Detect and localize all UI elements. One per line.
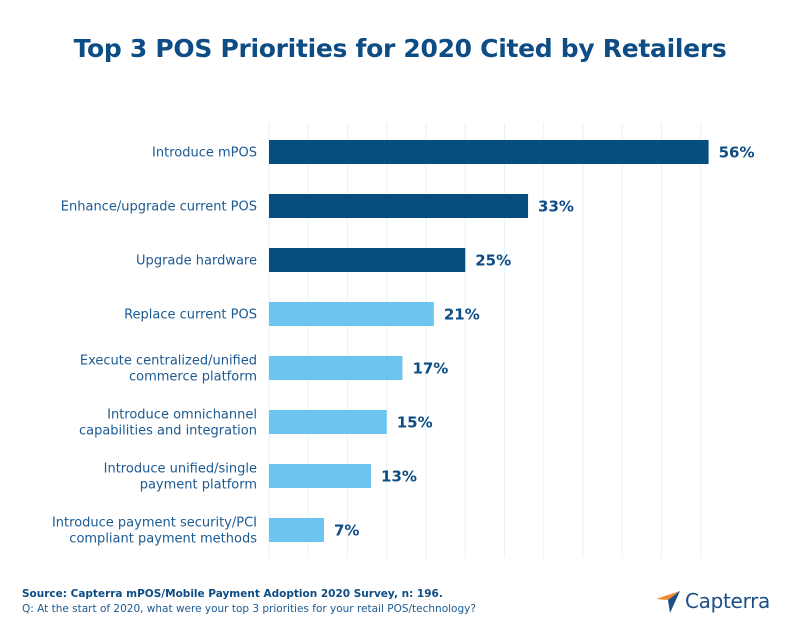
bar [269, 248, 466, 272]
value-label: 21% [444, 306, 480, 324]
value-label: 25% [475, 252, 511, 270]
category-label: Introduce unified/single payment platform [104, 462, 257, 493]
value-labels: 56% 33% 25% 21% 17% 15% 13% 7% [334, 144, 755, 540]
category-label: Enhance/upgrade current POS [61, 200, 257, 215]
category-label-line: Replace current POS [124, 308, 257, 323]
gridlines [268, 123, 702, 558]
bar [269, 518, 324, 542]
logo-text: Capterra [685, 589, 771, 613]
category-label-line: commerce platform [129, 370, 257, 385]
category-label-line: Introduce payment security/PCI [52, 516, 257, 531]
chart-title: Top 3 POS Priorities for 2020 Cited by R… [73, 34, 727, 63]
source-note: Source: Capterra mPOS/Mobile Payment Ado… [22, 588, 443, 600]
capterra-arrow-icon [656, 591, 680, 613]
bars [269, 140, 709, 542]
value-label: 56% [719, 144, 755, 162]
bar-chart: Introduce mPOS Enhance/upgrade current PO… [52, 123, 755, 558]
category-label: Execute centralized/unified commerce plat… [80, 354, 257, 385]
survey-question: Q: At the start of 2020, what were your … [22, 603, 476, 615]
category-label-line: compliant payment methods [69, 532, 257, 547]
value-label: 13% [381, 468, 417, 486]
category-label-line: payment platform [140, 478, 257, 493]
bar [269, 140, 709, 164]
value-label: 15% [397, 414, 433, 432]
category-label-line: Introduce mPOS [152, 146, 257, 161]
bar [269, 302, 434, 326]
category-label-line: Upgrade hardware [136, 254, 257, 269]
bar [269, 464, 372, 488]
category-label: Upgrade hardware [136, 254, 257, 269]
category-label: Replace current POS [124, 308, 257, 323]
value-label: 7% [334, 522, 359, 540]
category-label-line: capabilities and integration [79, 424, 257, 439]
bar [269, 194, 529, 218]
category-label: Introduce omnichannel capabilities and in… [79, 408, 257, 439]
bar [269, 356, 403, 380]
capterra-logo: Capterra [656, 589, 770, 613]
category-label-line: Enhance/upgrade current POS [61, 200, 257, 215]
bar [269, 410, 387, 434]
category-label: Introduce payment security/PCI compliant … [52, 516, 257, 547]
category-label-line: Execute centralized/unified [80, 354, 257, 369]
category-label: Introduce mPOS [152, 146, 257, 161]
value-label: 33% [538, 198, 574, 216]
category-label-line: Introduce unified/single [104, 462, 257, 477]
value-label: 17% [412, 360, 448, 378]
category-labels: Introduce mPOS Enhance/upgrade current PO… [52, 146, 257, 547]
category-label-line: Introduce omnichannel [107, 408, 257, 423]
